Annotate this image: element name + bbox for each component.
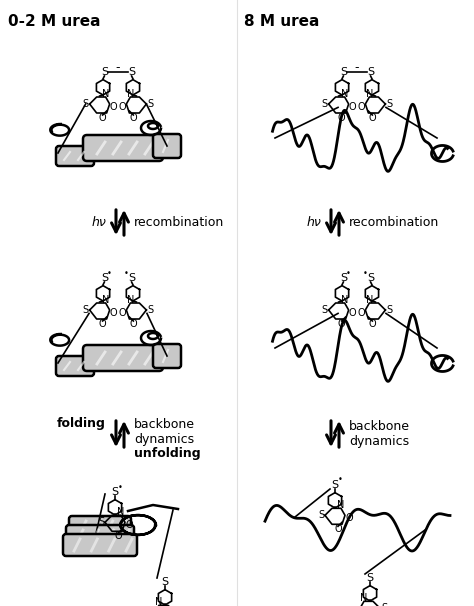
FancyBboxPatch shape — [83, 345, 163, 371]
Text: S: S — [386, 305, 392, 315]
Text: S: S — [321, 99, 328, 109]
Text: •: • — [337, 476, 342, 485]
Text: N: N — [341, 295, 348, 305]
Text: S: S — [162, 577, 169, 587]
Text: O: O — [334, 524, 342, 534]
Text: 8 M urea: 8 M urea — [244, 14, 319, 29]
Text: S: S — [101, 67, 108, 77]
Text: S: S — [147, 305, 154, 315]
Text: dynamics: dynamics — [134, 433, 194, 445]
Text: folding: folding — [57, 418, 106, 430]
Text: S: S — [128, 273, 135, 283]
FancyBboxPatch shape — [83, 135, 163, 161]
FancyBboxPatch shape — [66, 525, 134, 547]
Text: O: O — [357, 308, 365, 318]
Text: -: - — [116, 61, 120, 75]
Text: O: O — [99, 113, 107, 123]
Text: recombination: recombination — [349, 216, 439, 229]
Text: N: N — [365, 295, 373, 305]
Text: •: • — [118, 482, 122, 491]
Text: S: S — [367, 273, 374, 283]
Text: O: O — [369, 113, 376, 123]
Text: N: N — [117, 507, 125, 518]
Text: 0-2 M urea: 0-2 M urea — [8, 14, 100, 29]
Text: •: • — [346, 268, 351, 278]
FancyBboxPatch shape — [56, 356, 94, 376]
Text: unfolding: unfolding — [134, 447, 201, 461]
Text: N: N — [127, 295, 134, 305]
Text: S: S — [366, 573, 374, 583]
Text: S: S — [147, 99, 154, 109]
Text: S: S — [321, 305, 328, 315]
Text: O: O — [114, 531, 122, 541]
Text: O: O — [369, 319, 376, 329]
Text: N: N — [155, 598, 163, 606]
Text: S: S — [82, 99, 89, 109]
Text: S: S — [318, 510, 324, 521]
Text: N: N — [102, 295, 109, 305]
Text: N: N — [102, 89, 109, 99]
Text: S: S — [98, 518, 104, 527]
Text: N: N — [365, 89, 373, 99]
Text: •: • — [363, 268, 368, 278]
FancyBboxPatch shape — [56, 146, 94, 166]
Text: N: N — [360, 593, 368, 604]
Text: S: S — [381, 604, 387, 606]
FancyBboxPatch shape — [69, 516, 131, 538]
Text: S: S — [386, 99, 392, 109]
Text: S: S — [101, 273, 108, 283]
FancyBboxPatch shape — [153, 134, 181, 158]
Text: O: O — [357, 102, 365, 112]
Text: O: O — [345, 513, 353, 524]
Text: hν: hν — [306, 216, 321, 229]
Text: O: O — [349, 102, 356, 112]
Text: S: S — [367, 67, 374, 77]
Text: hν: hν — [91, 216, 106, 229]
Text: O: O — [110, 308, 118, 318]
Text: O: O — [118, 308, 126, 318]
Text: N: N — [341, 89, 348, 99]
Text: O: O — [129, 113, 137, 123]
Text: O: O — [118, 102, 126, 112]
Text: N: N — [337, 501, 345, 510]
Text: O: O — [129, 319, 137, 329]
Text: S: S — [82, 305, 89, 315]
Text: •: • — [124, 268, 129, 278]
Text: S: S — [111, 487, 118, 497]
Text: O: O — [99, 319, 107, 329]
Text: O: O — [338, 113, 346, 123]
Text: backbone
dynamics: backbone dynamics — [349, 420, 410, 448]
FancyBboxPatch shape — [63, 534, 137, 556]
Text: S: S — [128, 67, 135, 77]
Text: O: O — [338, 319, 346, 329]
Text: recombination: recombination — [134, 216, 224, 229]
Text: S: S — [331, 480, 338, 490]
Text: S: S — [340, 67, 347, 77]
Text: O: O — [125, 521, 133, 530]
Text: S: S — [340, 273, 347, 283]
Text: backbone: backbone — [134, 418, 195, 430]
Text: O: O — [349, 308, 356, 318]
Text: N: N — [127, 89, 134, 99]
Text: •: • — [107, 268, 112, 278]
Text: O: O — [110, 102, 118, 112]
FancyBboxPatch shape — [153, 344, 181, 368]
Text: -: - — [355, 61, 359, 75]
